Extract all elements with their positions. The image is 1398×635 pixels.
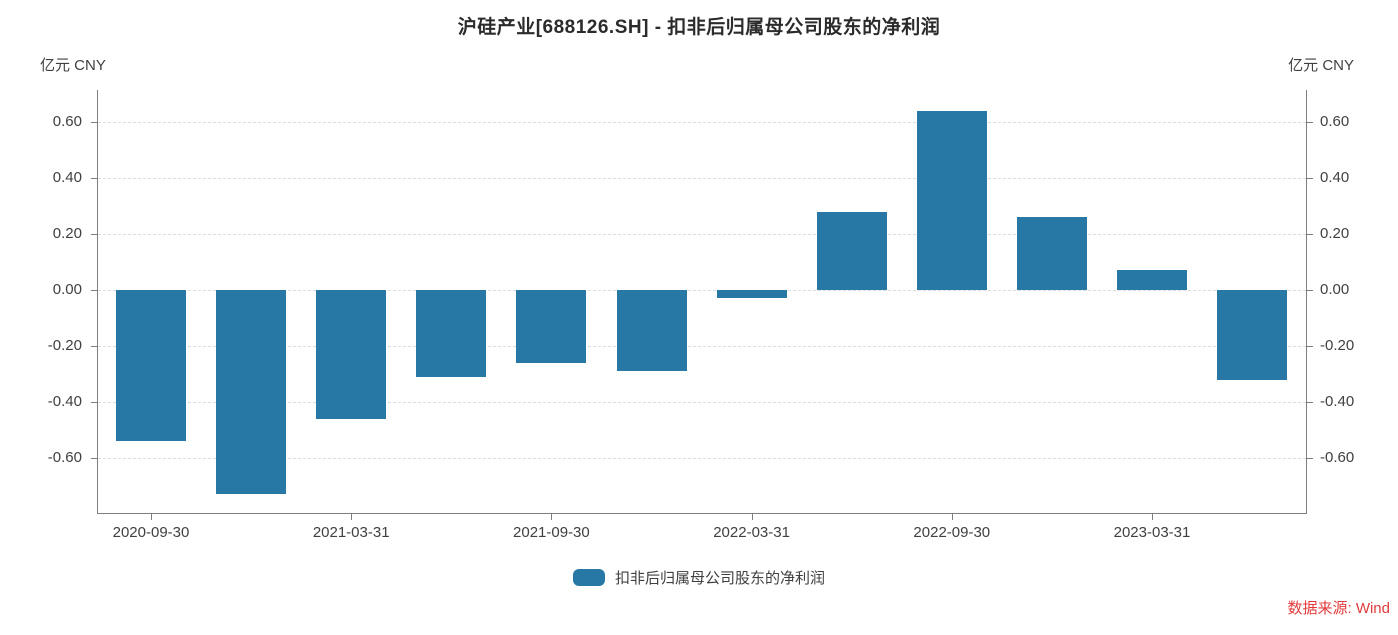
bar [716, 290, 787, 299]
bar [516, 290, 587, 363]
y-tick-mark-right [1306, 346, 1313, 347]
plot-area: 0.60 0.60 0.40 0.40 0.20 0.20 0.00 0.00 -0.20 -0.… [48, 90, 1354, 541]
x-axis-tick-label: 2022-09-30 [913, 524, 991, 541]
x-axis-tick-mark [351, 513, 353, 520]
y-axis-tick-label-right: 0.60 [1320, 113, 1350, 130]
gridline [98, 402, 1306, 403]
bar [1217, 290, 1288, 380]
x-axis-tick-mark [1152, 513, 1153, 520]
gridline [98, 122, 1306, 123]
y-tick-mark-left [91, 458, 98, 459]
y-axis-tick-label-left: -0.40 [47, 393, 82, 410]
y-axis-tick-label-right: -0.60 [1320, 449, 1355, 466]
bar [216, 290, 287, 495]
y-tick-mark-right [1306, 122, 1313, 123]
legend-swatch [572, 569, 605, 586]
gridline [98, 234, 1306, 235]
data-source-label: 数据来源: Wind [1287, 600, 1390, 617]
y-axis-tick-label-right: 0.40 [1320, 169, 1350, 186]
y-tick-mark-left [91, 402, 98, 403]
y-axis-unit-right: 亿元 CNY [1288, 57, 1354, 74]
y-axis-tick-label-left: 0.60 [52, 113, 82, 130]
y-axis-tick-label-left: -0.60 [47, 449, 82, 466]
gridline [98, 458, 1306, 459]
x-axis-tick-label: 2023-03-31 [1113, 524, 1191, 541]
y-axis-tick-label-left: 0.40 [52, 169, 82, 186]
y-axis-tick-label-right: 0.20 [1320, 225, 1350, 242]
y-tick-mark-left [91, 346, 98, 347]
legend-label: 扣非后归属母公司股东的净利润 [614, 570, 825, 587]
gridline [98, 346, 1306, 347]
y-axis-tick-label-left: 0.20 [52, 225, 82, 242]
y-tick-mark-right [1306, 402, 1313, 403]
y-tick-mark-left [91, 290, 98, 291]
x-axis-tick-mark [151, 513, 152, 520]
x-axis-tick-label: 2022-03-31 [713, 524, 790, 541]
gridline [98, 290, 1306, 291]
gridline [98, 178, 1306, 179]
y-axis-tick-label-right: -0.20 [1320, 337, 1355, 354]
y-tick-mark-right [1306, 178, 1313, 179]
bar [616, 290, 687, 372]
bar [116, 290, 186, 442]
bar [916, 110, 987, 290]
y-tick-mark-right [1306, 234, 1313, 235]
bar [316, 290, 387, 419]
bar [1117, 270, 1187, 290]
x-axis-tick-label: 2021-09-30 [513, 524, 590, 541]
y-axis-tick-label-left: 0.00 [52, 281, 82, 298]
y-tick-mark-left [91, 122, 98, 123]
y-tick-mark-left [91, 234, 98, 235]
x-axis-tick-mark [951, 513, 953, 520]
x-axis-tick-label: 2021-03-31 [312, 524, 390, 541]
legend: 扣非后归属母公司股东的净利润 [0, 567, 1398, 588]
bar [416, 290, 487, 377]
y-axis-tick-label-left: -0.20 [47, 337, 82, 354]
x-axis-tick-mark [751, 513, 753, 520]
x-axis-tick-label: 2020-09-30 [112, 524, 190, 541]
chart-title: 沪硅产业[688126.SH] - 扣非后归属母公司股东的净利润 [457, 17, 941, 38]
y-axis-tick-label-right: 0.00 [1320, 281, 1350, 298]
y-tick-mark-left [91, 178, 98, 179]
bar [1016, 217, 1087, 290]
y-axis-unit-left: 亿元 CNY [40, 57, 106, 74]
bar [816, 211, 887, 290]
y-axis-tick-label-right: -0.40 [1320, 393, 1355, 410]
y-tick-mark-right [1306, 458, 1313, 459]
y-tick-mark-right [1306, 290, 1313, 291]
x-axis-tick-mark [551, 513, 553, 520]
